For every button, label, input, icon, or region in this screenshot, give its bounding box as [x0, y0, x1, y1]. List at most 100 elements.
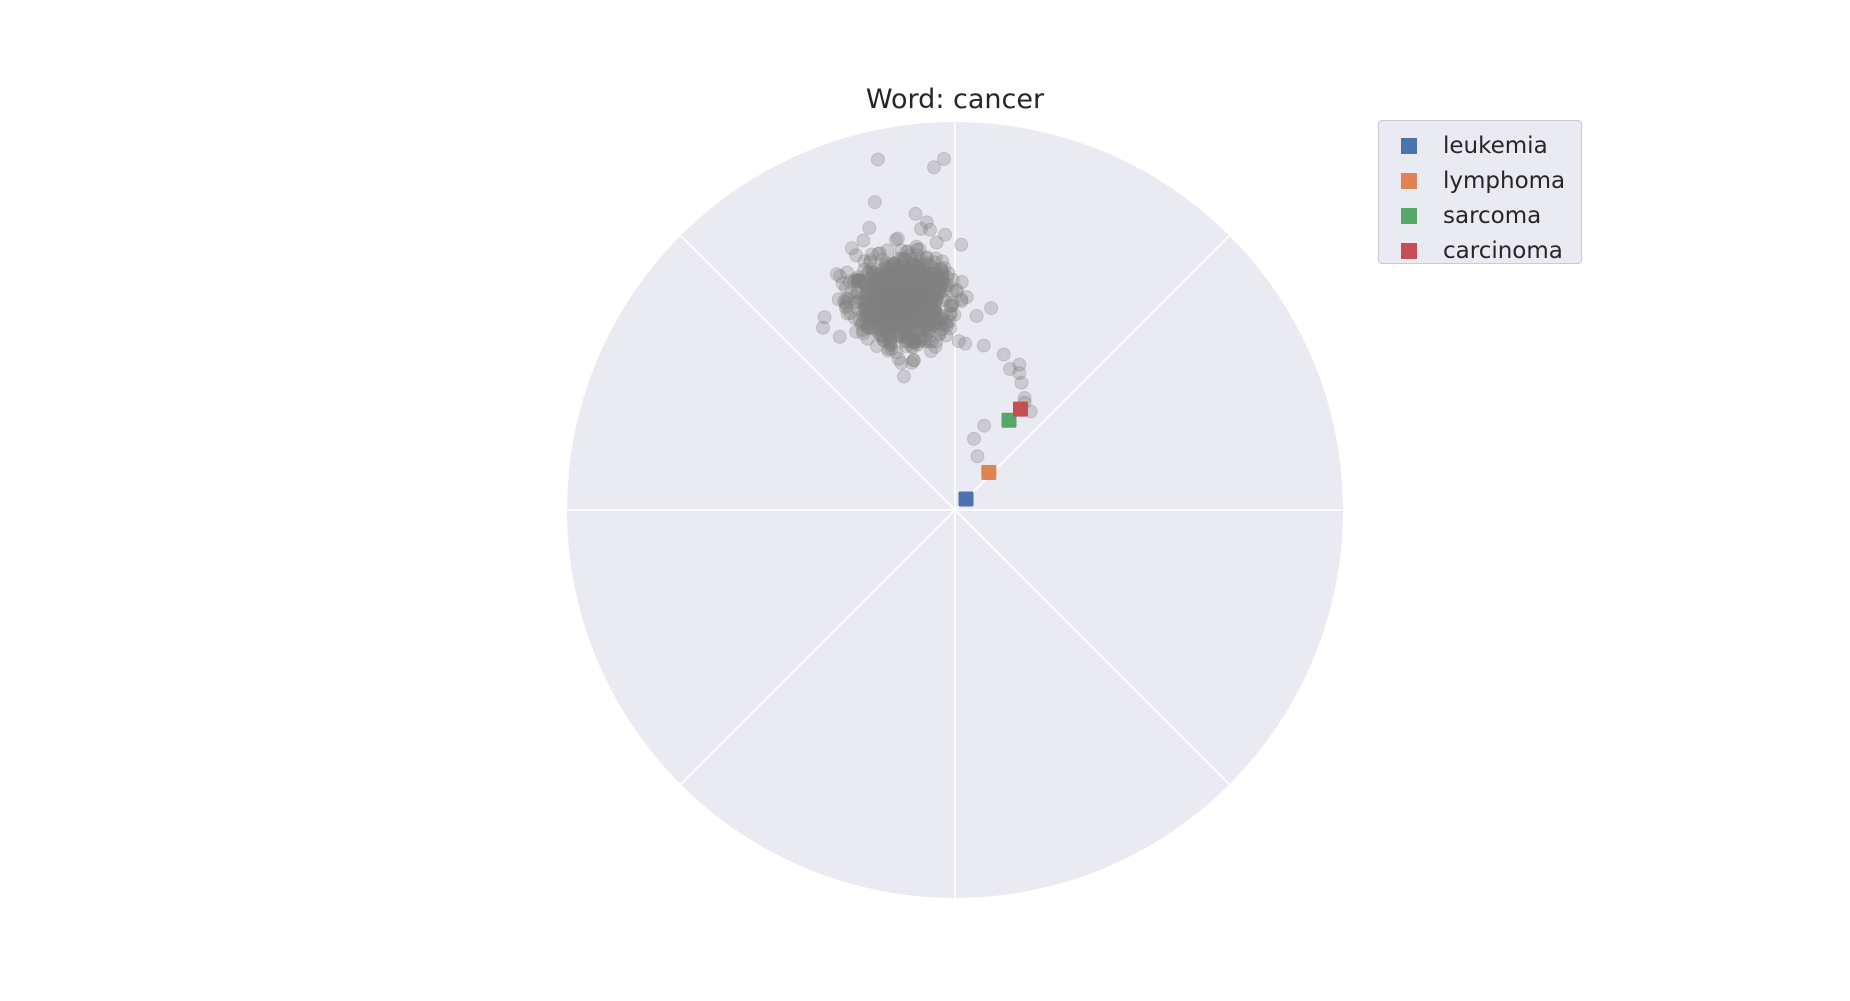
cloud-point-286	[887, 258, 902, 273]
cloud-point-367	[832, 329, 847, 344]
cloud-point-41	[907, 293, 922, 308]
cloud-point-668	[907, 311, 922, 326]
cloud-point-430	[883, 312, 898, 327]
cloud-point-147	[925, 306, 940, 321]
cloud-point-960	[869, 279, 884, 294]
cloud-point-118	[893, 278, 908, 293]
cloud-point-429	[879, 292, 894, 306]
cloud-point-692	[917, 334, 932, 349]
cloud-point-685	[889, 290, 904, 305]
cloud-point-871	[887, 284, 902, 299]
cloud-point-379	[931, 266, 946, 281]
cloud-point-159	[921, 334, 936, 349]
cloud-point-558	[933, 290, 948, 305]
cloud-point-112	[864, 269, 879, 283]
cloud-point-409	[882, 285, 897, 300]
cloud-point-70	[912, 301, 927, 316]
cloud-point-467	[888, 293, 903, 308]
cloud-point-881	[880, 314, 895, 329]
cloud-point-330	[882, 303, 897, 318]
cloud-point-304	[866, 295, 881, 310]
cloud-point-619	[889, 288, 904, 303]
cloud-point-85	[898, 265, 913, 280]
cloud-point-321	[874, 285, 889, 300]
cloud-point-977	[893, 288, 908, 303]
cloud-point-661	[894, 295, 909, 310]
cloud-point-444	[951, 334, 966, 349]
cloud-point-946	[901, 282, 916, 297]
cloud-point-895	[884, 283, 899, 297]
cloud-point-753	[911, 292, 926, 307]
cloud-point-476	[892, 276, 907, 291]
cloud-point-302	[909, 324, 923, 339]
cloud-point-561	[945, 272, 960, 287]
cloud-point-24	[893, 329, 908, 344]
cloud-point-696	[879, 276, 894, 291]
cloud-point-562	[897, 307, 912, 322]
cloud-point-907	[902, 296, 917, 311]
cloud-point-200	[848, 311, 862, 326]
cloud-point-744	[901, 304, 915, 319]
cloud-point-471	[928, 304, 943, 319]
cloud-point-303	[893, 288, 908, 303]
cloud-point-454	[888, 313, 903, 328]
legend-item-lymphoma: lymphoma	[1401, 163, 1581, 198]
cloud-point-161	[924, 276, 939, 291]
cloud-point-599	[881, 309, 896, 324]
cloud-point-1002	[927, 160, 941, 175]
cloud-point-954	[857, 301, 872, 316]
cloud-point-181	[922, 317, 937, 332]
cloud-point-442	[889, 316, 904, 331]
cloud-point-636	[883, 331, 898, 345]
cloud-point-215	[878, 299, 893, 313]
cloud-point-187	[886, 276, 901, 291]
cloud-point-362	[899, 290, 914, 305]
cloud-point-571	[833, 269, 848, 284]
cloud-point-162	[902, 289, 916, 304]
cloud-point-255	[864, 306, 879, 321]
cloud-point-99	[869, 291, 884, 306]
cloud-point-1023	[977, 418, 992, 433]
cloud-point-27	[876, 275, 891, 290]
cloud-point-26	[885, 292, 900, 307]
cloud-point-329	[939, 328, 954, 343]
cloud-point-580	[894, 264, 909, 279]
cloud-point-6	[895, 316, 910, 330]
cloud-point-102	[910, 260, 925, 275]
cloud-point-432	[872, 277, 887, 292]
cloud-point-491	[881, 304, 896, 319]
cloud-point-227	[877, 301, 892, 316]
cloud-point-80	[886, 293, 901, 308]
cloud-point-981	[904, 355, 919, 370]
cloud-point-611	[900, 296, 915, 311]
cloud-point-904	[894, 295, 909, 310]
cloud-point-536	[856, 326, 871, 341]
cloud-point-478	[896, 264, 911, 279]
cloud-point-780	[894, 300, 909, 315]
cloud-point-134	[917, 271, 932, 286]
cloud-point-707	[875, 328, 890, 343]
cloud-point-258	[876, 314, 890, 329]
cloud-point-797	[928, 269, 943, 284]
cloud-point-567	[879, 281, 894, 296]
cloud-point-169	[910, 292, 925, 307]
cloud-point-635	[922, 324, 936, 339]
cloud-point-253	[928, 295, 942, 310]
cloud-point-639	[929, 292, 944, 307]
cloud-point-673	[859, 308, 874, 322]
cloud-point-497	[943, 321, 957, 336]
cloud-point-911	[911, 259, 926, 274]
cloud-point-195	[876, 291, 891, 306]
cloud-point-391	[876, 307, 891, 322]
cloud-point-961	[885, 291, 899, 306]
cloud-point-7	[895, 318, 910, 333]
cloud-point-618	[884, 319, 899, 334]
cloud-point-922	[835, 276, 850, 291]
cloud-point-402	[864, 286, 879, 300]
cloud-point-222	[861, 265, 876, 280]
cloud-point-176	[880, 293, 895, 308]
cloud-point-555	[913, 252, 928, 267]
cloud-point-437	[859, 286, 874, 301]
cloud-point-39	[907, 257, 922, 272]
cloud-point-82	[916, 297, 931, 311]
